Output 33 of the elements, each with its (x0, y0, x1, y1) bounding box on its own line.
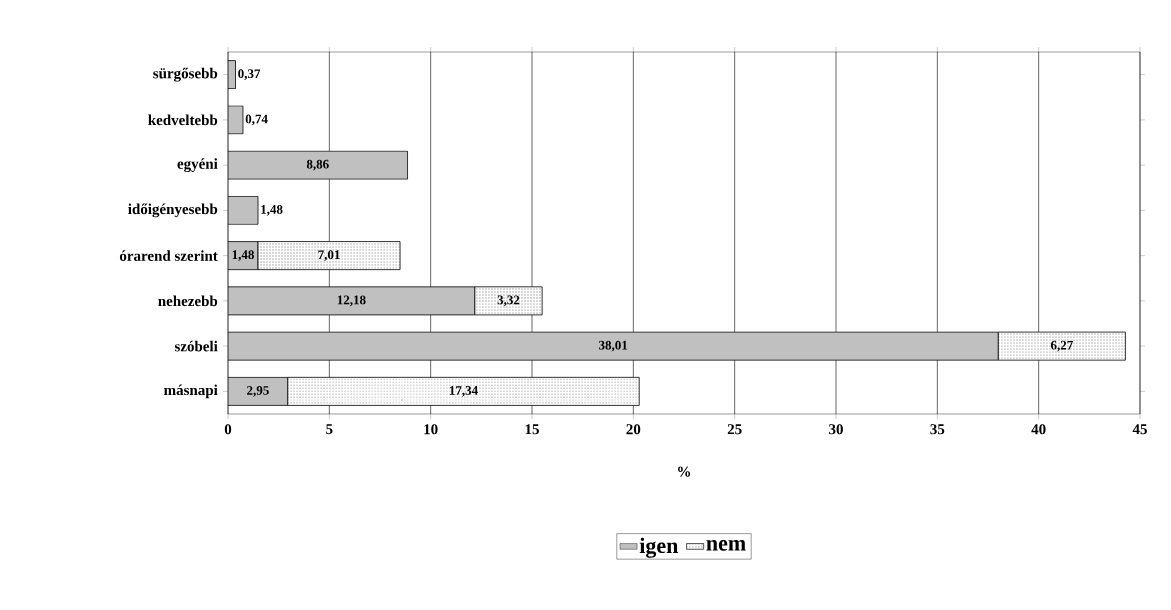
data-label: 38,01 (599, 340, 628, 352)
data-label: 12,18 (337, 295, 366, 307)
x-tick-label: 40 (1031, 424, 1046, 435)
y-tick-label: egyéni (177, 158, 218, 172)
x-tick-label: 30 (829, 424, 843, 435)
x-tick-label: 20 (626, 424, 641, 435)
x-tick-label: 5 (326, 424, 333, 435)
y-tick-label: kedveltebb (148, 114, 218, 126)
y-tick-label: szóbeli (174, 340, 218, 352)
y-tick-label: időigényesebb (128, 203, 218, 218)
legend-label: nem (706, 540, 746, 551)
data-label: 2,95 (247, 386, 269, 397)
data-label: 17,34 (449, 386, 478, 397)
x-tick-label: 0 (224, 424, 232, 435)
x-tick-label: 35 (930, 424, 945, 435)
data-label: 0,37 (238, 69, 261, 80)
x-tick-label: 25 (727, 424, 742, 435)
data-label: 7,01 (318, 250, 340, 261)
legend-label: igen (639, 537, 679, 558)
y-tick-label: sürgősebb (153, 67, 218, 82)
data-label: 1,48 (232, 250, 254, 261)
y-tick-label: órarend szerint (119, 250, 218, 261)
data-label: 8,86 (306, 159, 329, 171)
y-tick-label: nehezebb (158, 295, 218, 307)
x-axis-title: % (678, 466, 691, 477)
data-label: 1,48 (261, 205, 283, 216)
data-label: 6,27 (1050, 340, 1073, 352)
y-tick-label: másnapi (164, 384, 218, 399)
x-tick-label: 10 (424, 424, 438, 435)
x-tick-label: 45 (1132, 424, 1147, 435)
data-label: 3,32 (497, 295, 520, 307)
x-tick-label: 15 (525, 424, 539, 435)
data-label: 0,74 (245, 114, 268, 126)
